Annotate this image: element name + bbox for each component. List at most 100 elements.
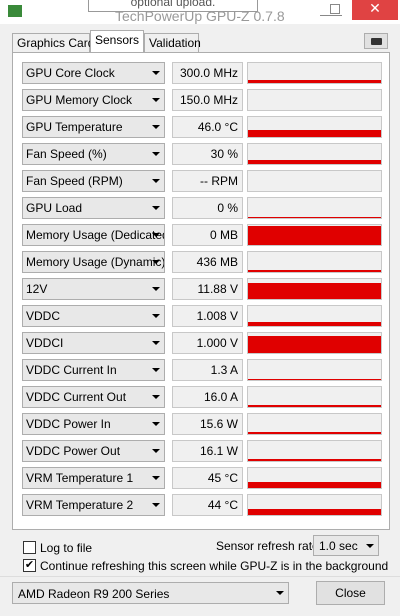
sensor-value: 1.3 A xyxy=(172,359,243,381)
graph-fill xyxy=(248,482,381,488)
sensor-name[interactable]: Memory Usage (Dynamic) xyxy=(22,251,165,273)
sensor-graph xyxy=(247,467,382,489)
sensor-value: 15.6 W xyxy=(172,413,243,435)
sensor-value: 30 % xyxy=(172,143,243,165)
graph-fill xyxy=(248,379,381,380)
dropdown-arrow xyxy=(152,260,160,264)
device-name: AMD Radeon R9 200 Series xyxy=(18,587,170,601)
dropdown-arrow xyxy=(152,476,160,480)
window-title: TechPowerUp GPU-Z 0.7.8 xyxy=(115,8,285,24)
graph-fill xyxy=(248,432,381,434)
dropdown-arrow xyxy=(152,179,160,183)
refresh-select[interactable]: 1.0 sec xyxy=(313,535,379,556)
tab-active[interactable]: Sensors xyxy=(90,30,144,53)
graph-fill xyxy=(248,283,381,299)
sensor-graph xyxy=(247,332,382,354)
graph-fill xyxy=(248,130,381,137)
sensor-value: 0 % xyxy=(172,197,243,219)
sensor-value: 150.0 MHz xyxy=(172,89,243,111)
sensor-value: 1.000 V xyxy=(172,332,243,354)
dropdown-arrow xyxy=(152,206,160,210)
tab[interactable]: Validation xyxy=(144,33,201,52)
sensor-name[interactable]: 12V xyxy=(22,278,165,300)
continue-label: Continue refreshing this screen while GP… xyxy=(40,559,389,573)
dropdown-arrow xyxy=(152,152,160,156)
dropdown-arrow xyxy=(152,503,160,507)
graph-fill xyxy=(248,459,381,461)
sensor-name[interactable]: Fan Speed (%) xyxy=(22,143,165,165)
refresh-label: Sensor refresh rate: xyxy=(216,539,323,553)
sensor-graph xyxy=(247,116,382,138)
sensor-graph xyxy=(247,386,382,408)
dropdown-arrow xyxy=(152,71,160,75)
continue-checkbox[interactable]: ✔ xyxy=(23,559,36,572)
sensor-name[interactable]: Fan Speed (RPM) xyxy=(22,170,165,192)
graph-fill xyxy=(248,270,381,272)
dropdown-arrow xyxy=(152,341,160,345)
close-button[interactable]: Close xyxy=(316,581,385,605)
refresh-value: 1.0 sec xyxy=(319,539,358,553)
sensor-value: 16.1 W xyxy=(172,440,243,462)
graph-fill xyxy=(248,405,381,407)
sensor-name[interactable]: VDDC xyxy=(22,305,165,327)
sensor-graph xyxy=(247,143,382,165)
sensor-graph xyxy=(247,89,382,111)
sensor-value: 11.88 V xyxy=(172,278,243,300)
sensor-name[interactable]: GPU Core Clock xyxy=(22,62,165,84)
dropdown-arrow xyxy=(152,314,160,318)
device-select[interactable]: AMD Radeon R9 200 Series xyxy=(12,582,289,604)
graph-fill xyxy=(248,226,381,245)
sensor-value: -- RPM xyxy=(172,170,243,192)
sensor-graph xyxy=(247,251,382,273)
sensor-name[interactable]: Memory Usage (Dedicated) xyxy=(22,224,165,246)
sensor-name[interactable]: VDDCI xyxy=(22,332,165,354)
graph-fill xyxy=(248,217,381,218)
sensor-graph xyxy=(247,278,382,300)
sensor-name[interactable]: VDDC Power In xyxy=(22,413,165,435)
graph-fill xyxy=(248,160,381,164)
log-label: Log to file xyxy=(40,541,93,555)
graph-fill xyxy=(248,336,381,353)
minimize-button[interactable] xyxy=(320,4,342,16)
sensor-graph xyxy=(247,413,382,435)
close-window-button[interactable]: ✕ xyxy=(352,0,398,20)
app-icon xyxy=(8,5,22,17)
dropdown-arrow xyxy=(152,287,160,291)
sensor-name[interactable]: VDDC Current In xyxy=(22,359,165,381)
tab[interactable]: Graphics Card xyxy=(12,33,94,52)
sensor-graph xyxy=(247,359,382,381)
sensor-value: 436 MB xyxy=(172,251,243,273)
sensor-name[interactable]: VDDC Power Out xyxy=(22,440,165,462)
sensor-value: 16.0 A xyxy=(172,386,243,408)
sensor-name[interactable]: GPU Load xyxy=(22,197,165,219)
dropdown-arrow xyxy=(152,395,160,399)
sensor-name[interactable]: VRM Temperature 1 xyxy=(22,467,165,489)
dropdown-arrow xyxy=(152,422,160,426)
sensor-graph xyxy=(247,62,382,84)
sensor-graph xyxy=(247,440,382,462)
sensor-graph xyxy=(247,197,382,219)
graph-fill xyxy=(248,509,381,515)
sensor-name[interactable]: GPU Memory Clock xyxy=(22,89,165,111)
sensor-name[interactable]: GPU Temperature xyxy=(22,116,165,138)
screenshot-button[interactable] xyxy=(364,33,388,49)
sensor-name[interactable]: VRM Temperature 2 xyxy=(22,494,165,516)
sensor-graph xyxy=(247,170,382,192)
sensor-name[interactable]: VDDC Current Out xyxy=(22,386,165,408)
sensor-value: 44 °C xyxy=(172,494,243,516)
maximize-button[interactable] xyxy=(330,4,340,14)
dropdown-arrow xyxy=(152,449,160,453)
sensor-value: 0 MB xyxy=(172,224,243,246)
graph-fill xyxy=(248,80,381,83)
sensor-graph xyxy=(247,305,382,327)
sensor-value: 45 °C xyxy=(172,467,243,489)
sensor-graph xyxy=(247,224,382,246)
dropdown-arrow xyxy=(152,233,160,237)
sensor-value: 300.0 MHz xyxy=(172,62,243,84)
graph-fill xyxy=(248,322,381,326)
sensor-graph xyxy=(247,494,382,516)
dropdown-arrow xyxy=(152,368,160,372)
log-checkbox[interactable] xyxy=(23,541,36,554)
dropdown-arrow xyxy=(152,98,160,102)
